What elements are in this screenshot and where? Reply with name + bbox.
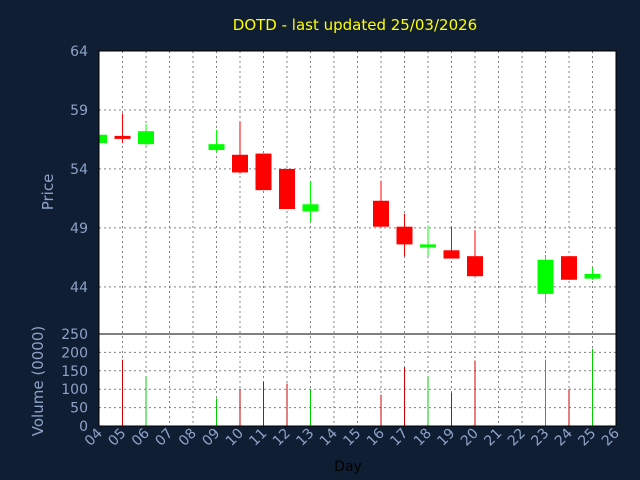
candle-body-16 [373, 200, 389, 227]
volume-bars [122, 348, 593, 426]
x-axis-label: Day [334, 459, 362, 475]
volume-tick-50: 50 [70, 401, 88, 417]
price-axis-label: Price [39, 174, 57, 211]
price-tick-labels: 64 59 54 49 44 [70, 44, 88, 296]
candle-body-11 [255, 153, 272, 191]
volume-plot-area [99, 334, 616, 426]
candle-body-18 [420, 244, 436, 248]
candle-body-9 [208, 144, 225, 151]
candle-body-4 [99, 134, 107, 143]
day-tick-labels: 04 05 06 07 08 09 10 11 12 13 14 15 16 17 18 19 20 21 22 23… [82, 425, 623, 449]
price-tick-59: 59 [70, 103, 88, 119]
candle-body-19 [443, 250, 460, 259]
price-tick-54: 54 [70, 162, 88, 178]
price-tick-64: 64 [70, 44, 88, 60]
chart-title: DOTD - last updated 25/03/2026 [233, 16, 477, 34]
candle-body-25 [584, 273, 601, 279]
volume-tick-150: 150 [61, 364, 88, 380]
candles [98, 113, 601, 304]
candle-body-17 [396, 226, 413, 245]
candle-body-10 [232, 154, 248, 173]
volume-tick-200: 200 [61, 345, 88, 361]
volume-tick-labels: 250 200 150 100 50 0 [61, 327, 88, 435]
volume-tick-0: 0 [79, 419, 88, 435]
volume-axis-label: Volume (0000) [29, 326, 47, 436]
plot-border [98, 50, 617, 427]
candle-body-13 [302, 204, 319, 212]
volume-tick-250: 250 [61, 327, 88, 343]
candle-body-6 [138, 131, 154, 145]
candle-body-5 [114, 135, 131, 139]
volume-tick-100: 100 [61, 382, 88, 398]
candle-body-23 [537, 259, 554, 294]
candle-body-20 [467, 256, 483, 277]
candle-body-24 [561, 256, 577, 280]
price-tick-44: 44 [70, 280, 88, 296]
candle-body-12 [279, 168, 295, 210]
price-tick-49: 49 [70, 221, 88, 237]
